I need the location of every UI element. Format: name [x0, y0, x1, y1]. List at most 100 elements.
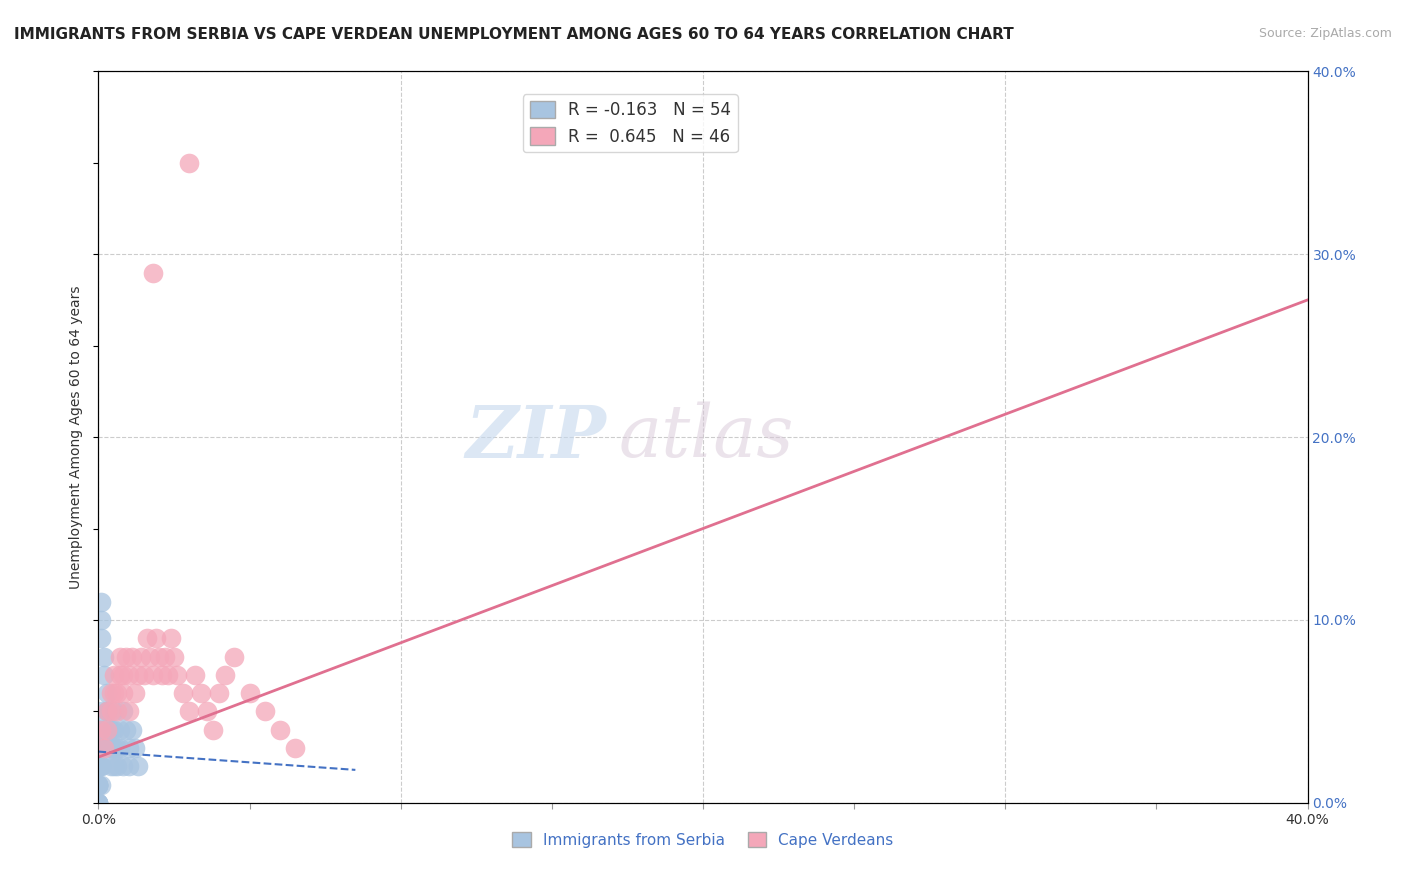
Point	[184, 667, 207, 681]
Point	[208, 686, 231, 700]
Point	[156, 667, 179, 681]
Point	[108, 740, 131, 755]
Point	[90, 740, 112, 755]
Point	[87, 778, 110, 792]
Point	[90, 723, 112, 737]
Point	[124, 686, 146, 700]
Point	[129, 649, 152, 664]
Point	[105, 705, 128, 719]
Point	[90, 740, 112, 755]
Point	[93, 667, 115, 681]
Point	[96, 686, 118, 700]
Point	[118, 759, 141, 773]
Point	[100, 686, 122, 700]
Point	[93, 723, 115, 737]
Point	[114, 723, 136, 737]
Point	[142, 667, 165, 681]
Point	[90, 632, 112, 646]
Point	[103, 759, 125, 773]
Point	[179, 705, 201, 719]
Point	[166, 667, 188, 681]
Point	[111, 705, 134, 719]
Point	[87, 778, 110, 792]
Point	[111, 686, 134, 700]
Point	[103, 705, 125, 719]
Point	[96, 705, 118, 719]
Point	[253, 705, 276, 719]
Point	[202, 723, 225, 737]
Point	[111, 759, 134, 773]
Point	[108, 667, 131, 681]
Point	[100, 759, 122, 773]
Point	[163, 649, 186, 664]
Point	[96, 740, 118, 755]
Point	[90, 594, 112, 608]
Point	[100, 705, 122, 719]
Point	[118, 667, 141, 681]
Point	[139, 649, 162, 664]
Point	[127, 667, 149, 681]
Point	[121, 649, 143, 664]
Point	[87, 759, 110, 773]
Point	[172, 686, 194, 700]
Point	[87, 759, 110, 773]
Point	[142, 266, 165, 280]
Point	[100, 740, 122, 755]
Point	[90, 759, 112, 773]
Point	[87, 778, 110, 792]
Point	[153, 649, 176, 664]
Point	[87, 796, 110, 810]
Point	[87, 796, 110, 810]
Text: ZIP: ZIP	[465, 401, 606, 473]
Point	[195, 705, 218, 719]
Point	[90, 613, 112, 627]
Point	[90, 778, 112, 792]
Point	[96, 723, 118, 737]
Point	[96, 705, 118, 719]
Point	[105, 740, 128, 755]
Point	[127, 759, 149, 773]
Point	[105, 759, 128, 773]
Point	[179, 156, 201, 170]
Point	[124, 740, 146, 755]
Point	[100, 723, 122, 737]
Point	[103, 686, 125, 700]
Legend: Immigrants from Serbia, Cape Verdeans: Immigrants from Serbia, Cape Verdeans	[506, 825, 900, 854]
Point	[132, 667, 155, 681]
Point	[93, 740, 115, 755]
Point	[103, 667, 125, 681]
Point	[100, 723, 122, 737]
Point	[105, 686, 128, 700]
Point	[87, 778, 110, 792]
Point	[87, 723, 110, 737]
Point	[214, 667, 236, 681]
Point	[269, 723, 291, 737]
Point	[103, 723, 125, 737]
Point	[93, 649, 115, 664]
Point	[90, 723, 112, 737]
Point	[284, 740, 307, 755]
Point	[87, 796, 110, 810]
Point	[135, 632, 157, 646]
Point	[145, 632, 167, 646]
Point	[87, 759, 110, 773]
Point	[108, 649, 131, 664]
Point	[111, 667, 134, 681]
Point	[96, 705, 118, 719]
Point	[239, 686, 262, 700]
Point	[87, 778, 110, 792]
Point	[114, 649, 136, 664]
Point	[87, 740, 110, 755]
Point	[108, 723, 131, 737]
Text: Source: ZipAtlas.com: Source: ZipAtlas.com	[1258, 27, 1392, 40]
Text: atlas: atlas	[619, 401, 794, 473]
Text: IMMIGRANTS FROM SERBIA VS CAPE VERDEAN UNEMPLOYMENT AMONG AGES 60 TO 64 YEARS CO: IMMIGRANTS FROM SERBIA VS CAPE VERDEAN U…	[14, 27, 1014, 42]
Point	[224, 649, 246, 664]
Point	[118, 705, 141, 719]
Point	[90, 759, 112, 773]
Point	[148, 649, 170, 664]
Point	[87, 740, 110, 755]
Point	[103, 740, 125, 755]
Point	[90, 705, 112, 719]
Point	[121, 723, 143, 737]
